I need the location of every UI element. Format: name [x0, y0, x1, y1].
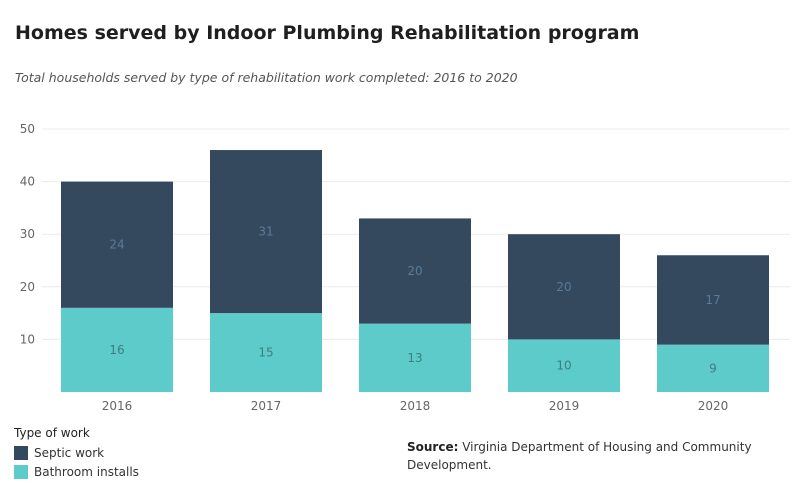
legend-swatch-bathroom-installs [14, 464, 28, 479]
source-text: Virginia Department of Housing and Commu… [407, 440, 752, 472]
data-label-bathroom-installs-2018: 13 [407, 351, 422, 365]
data-label-septic-work-2017: 31 [258, 225, 273, 239]
x-tick-label-2016: 2016 [102, 399, 133, 413]
data-label-septic-work-2016: 24 [109, 238, 124, 252]
bar-septic-work-2016 [61, 181, 173, 308]
data-label-septic-work-2020: 17 [705, 293, 720, 307]
source-note: Source: Virginia Department of Housing a… [407, 438, 777, 474]
bar-septic-work-2020 [657, 255, 769, 345]
data-label-bathroom-installs-2017: 15 [258, 346, 273, 360]
legend-swatch-septic-work [14, 445, 28, 460]
legend: Type of work Septic work Bathroom instal… [14, 426, 139, 481]
bar-septic-work-2018 [359, 218, 471, 324]
bar-bathroom-installs-2016 [61, 307, 173, 392]
x-tick-label-2018: 2018 [400, 399, 431, 413]
chart-title: Homes served by Indoor Plumbing Rehabili… [15, 22, 640, 44]
y-tick-label-30: 30 [20, 227, 35, 241]
y-tick-label-50: 50 [20, 122, 35, 136]
stacked-bar-chart: 1020304050162420161531201713202018102020… [20, 122, 790, 413]
x-tick-label-2020: 2020 [698, 399, 729, 413]
x-tick-label-2019: 2019 [549, 399, 580, 413]
source-label: Source: [407, 440, 459, 454]
legend-title: Type of work [14, 426, 90, 440]
legend-item-septic-work[interactable]: Septic work [14, 443, 139, 462]
data-label-septic-work-2019: 20 [556, 280, 571, 294]
bar-bathroom-installs-2017 [210, 313, 322, 392]
bar-septic-work-2017 [210, 150, 322, 314]
bar-septic-work-2019 [508, 234, 620, 340]
y-tick-label-10: 10 [20, 332, 35, 346]
data-label-bathroom-installs-2020: 9 [709, 361, 717, 375]
bar-bathroom-installs-2018 [359, 323, 471, 392]
y-tick-label-20: 20 [20, 280, 35, 294]
data-label-bathroom-installs-2019: 10 [556, 359, 571, 373]
legend-item-bathroom-installs[interactable]: Bathroom installs [14, 462, 139, 481]
legend-label-bathroom-installs: Bathroom installs [34, 464, 139, 479]
legend-label-septic-work: Septic work [34, 445, 105, 460]
y-tick-label-40: 40 [20, 175, 35, 189]
data-label-septic-work-2018: 20 [407, 264, 422, 278]
bar-bathroom-installs-2020 [657, 344, 769, 392]
data-label-bathroom-installs-2016: 16 [109, 343, 124, 357]
chart-subtitle: Total households served by type of rehab… [15, 70, 518, 85]
x-tick-label-2017: 2017 [251, 399, 282, 413]
bar-bathroom-installs-2019 [508, 339, 620, 392]
